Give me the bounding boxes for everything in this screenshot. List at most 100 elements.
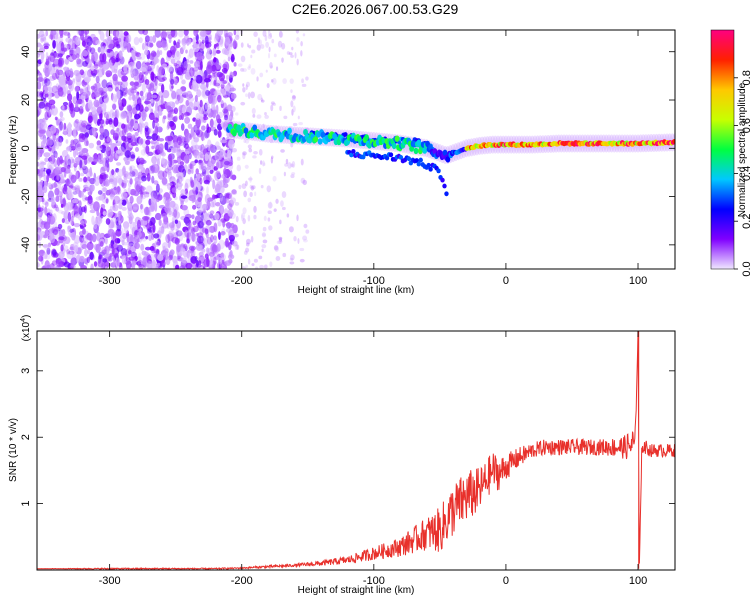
- spectrogram-noise-cell: [215, 49, 221, 54]
- spectrogram-noise-cell: [246, 81, 250, 88]
- spectrogram-noise-cell: [121, 79, 128, 89]
- spectrogram-noise-cell: [242, 230, 245, 236]
- spectrogram-y-tick-label: -40: [20, 237, 32, 253]
- spectrogram-noise-cell: [122, 241, 129, 246]
- spectrogram-noise-cell: [150, 141, 155, 145]
- spectrogram-noise-cell: [272, 77, 277, 85]
- spectrogram-noise-cell: [220, 139, 227, 144]
- spectrogram-noise-cell: [183, 216, 190, 224]
- snr-y-tick-label: 2: [20, 434, 32, 440]
- spectrogram-noise-cell: [37, 210, 43, 218]
- spectrogram-noise-cell: [182, 44, 186, 51]
- spectrogram-y-tick-label: -20: [20, 189, 32, 205]
- spectrogram-noise-cell: [168, 101, 175, 107]
- spectrogram-noise-cell: [174, 237, 180, 245]
- spectrogram-noise-cell: [195, 74, 203, 84]
- spectrogram-noise-cell: [176, 151, 181, 157]
- spectrogram-noise-cell: [75, 149, 79, 156]
- spectrogram-noise-cell: [130, 72, 135, 78]
- spectrogram-noise-cell: [92, 72, 97, 78]
- spectrogram-branch-cell: [440, 177, 445, 183]
- spectrogram-noise-cell: [56, 47, 60, 52]
- spectrogram-noise-cell: [202, 266, 206, 269]
- spectrogram-noise-cell: [267, 210, 272, 215]
- spectrogram-noise-cell: [54, 240, 60, 246]
- spectrogram-noise-cell: [121, 191, 128, 199]
- spectrogram-noise-cell: [242, 86, 246, 93]
- spectrogram-noise-cell: [147, 210, 151, 216]
- spectrogram-noise-cell: [110, 221, 115, 229]
- spectrogram-noise-cell: [37, 150, 41, 161]
- spectrogram-noise-cell: [191, 260, 198, 269]
- spectrogram-noise-cell: [110, 218, 118, 224]
- spectrogram-branch-cell: [444, 191, 449, 197]
- spectrogram-noise-cell: [181, 257, 187, 264]
- spectrogram-noise-cell: [194, 159, 199, 164]
- snr-x-ticks: -300 -200 -100 0 100: [99, 331, 647, 587]
- spectrogram-noise-cell: [289, 257, 294, 261]
- spectrogram-noise-cell: [74, 119, 80, 124]
- spectrogram-noise-cell: [135, 234, 139, 240]
- spectrogram-noise-cell: [152, 163, 160, 174]
- spectrogram-noise-cell: [200, 145, 204, 152]
- spectrogram-noise-cell: [144, 78, 150, 85]
- spectrogram-noise-cell: [55, 132, 60, 141]
- page-title: C2E6.2026.067.00.53.G29: [291, 1, 459, 17]
- spectrogram-noise-cell: [55, 69, 60, 79]
- spectrogram-noise-cell: [203, 237, 208, 247]
- spectrogram-noise-cell: [144, 106, 149, 112]
- spectrogram-noise-cell: [245, 93, 249, 98]
- spectrogram-noise-cell: [90, 184, 95, 192]
- spectrogram-noise-cell: [177, 39, 181, 45]
- spectrogram-noise-cell: [41, 205, 45, 214]
- spectrogram-noise-cell: [76, 71, 80, 78]
- spectrogram-noise-cell: [185, 132, 191, 143]
- spectrogram-noise-cell: [216, 162, 220, 169]
- spectrogram-noise-cell: [233, 30, 237, 36]
- spectrogram-noise-cell: [216, 261, 223, 269]
- spectrogram-noise-cell: [111, 187, 119, 195]
- spectrogram-noise-cell: [65, 155, 70, 165]
- spectrogram-noise-cell: [73, 148, 77, 158]
- spectrogram-noise-cell: [113, 117, 119, 127]
- spectrogram-noise-cell: [189, 60, 194, 64]
- spectrogram-noise-cell: [73, 133, 77, 139]
- spectrogram-noise-cell: [154, 58, 160, 64]
- spectrogram-noise-cell: [253, 151, 258, 155]
- spectrogram-noise-cell: [37, 221, 41, 229]
- spectrogram-noise-cell: [158, 110, 163, 116]
- spectrogram-noise-cell: [248, 64, 251, 69]
- spectrogram-noise-cell: [207, 94, 214, 104]
- spectrogram-noise-cell: [209, 118, 214, 128]
- spectrogram-noise-cell: [133, 71, 140, 81]
- spectrogram-noise-cell: [249, 184, 253, 189]
- spectrogram-branch-cell: [343, 132, 348, 137]
- spectrogram-noise-cell: [135, 146, 139, 153]
- spectrogram-noise-cell: [55, 206, 60, 212]
- spectrogram-noise-cell: [152, 224, 156, 233]
- spectrogram-noise-cell: [233, 38, 236, 48]
- spectrogram-noise-cell: [289, 78, 294, 84]
- spectrogram-noise-cell: [115, 30, 119, 38]
- spectrogram-noise-cell: [247, 197, 252, 203]
- spectrogram-noise-cell: [116, 127, 120, 132]
- spectrogram-noise-cell: [280, 149, 285, 153]
- spectrogram-noise-cell: [87, 115, 93, 123]
- spectrogram-noise-cell: [146, 135, 152, 140]
- spectrogram-noise-cell: [147, 228, 153, 234]
- spectrogram-noise-cell: [105, 198, 109, 204]
- spectrogram-noise-cell: [142, 216, 150, 221]
- spectrogram-noise-cell: [134, 113, 141, 120]
- spectrogram-noise-cell: [86, 199, 94, 206]
- spectrogram-noise-cell: [38, 101, 46, 109]
- spectrogram-noise-cell: [114, 95, 118, 103]
- spectrogram-noise-cell: [62, 84, 69, 95]
- spectrogram-noise-cell: [144, 44, 149, 51]
- spectrogram-noise-cell: [264, 264, 268, 269]
- spectrogram-ridge-cell: [422, 147, 428, 154]
- spectrogram-noise-cell: [168, 230, 175, 236]
- spectrogram-noise-cell: [258, 255, 263, 260]
- spectrogram-noise-cell: [138, 30, 145, 35]
- spectrogram-noise-cell: [94, 176, 100, 187]
